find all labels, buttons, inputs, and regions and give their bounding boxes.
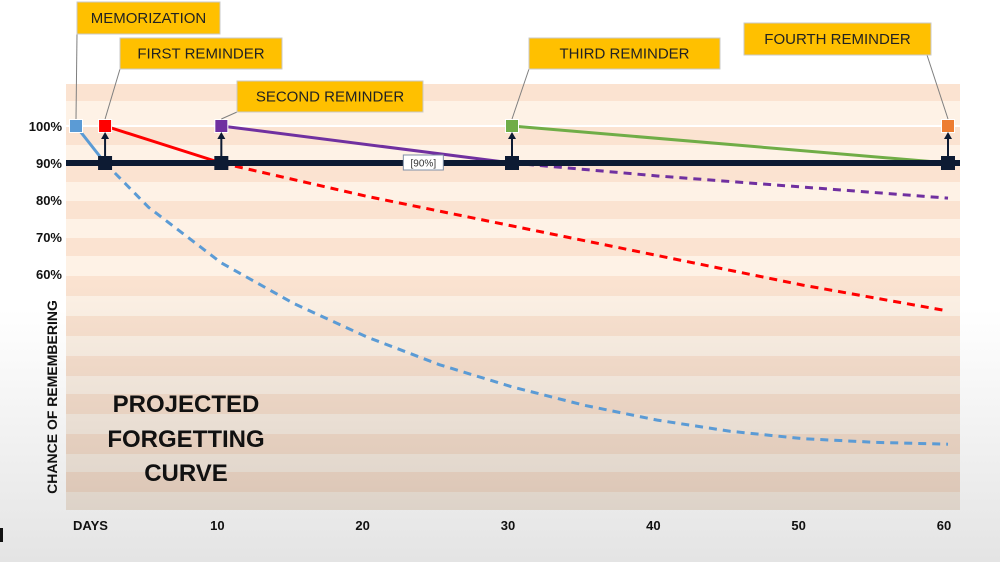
title-line-3: CURVE: [144, 460, 228, 487]
callout-box-5: [743, 22, 932, 56]
threshold-label-box: [402, 154, 444, 171]
x-tick-label: 60: [937, 518, 951, 533]
series-2-decay: [104, 124, 222, 165]
callout-box-3: [236, 80, 424, 113]
threshold-label: [90%]: [411, 159, 437, 170]
markers-layer: [69, 119, 955, 170]
x-tick-label: 30: [501, 518, 515, 533]
marker-point-4: [505, 119, 519, 133]
callout-leader-4: [511, 68, 530, 120]
callout-box-4: [528, 37, 721, 70]
title-line-1: PROJECTED: [113, 391, 260, 418]
y-tick-label: 70%: [36, 230, 62, 245]
edge-mark: [0, 528, 3, 542]
callout-leader-5: [926, 54, 949, 120]
x-axis-label: DAYS: [73, 518, 108, 533]
marker-point-2: [98, 119, 113, 133]
callout-label-1: MEMORIZATION: [91, 10, 207, 27]
marker-point-1: [69, 119, 83, 133]
series-4-decay: [511, 124, 949, 165]
reminder-arrowhead-4: [944, 132, 952, 139]
callout-label-4: THIRD REMINDER: [560, 46, 690, 63]
y-tick-label: 60%: [36, 267, 62, 282]
y-axis-label: CHANCE OF REMEMBERING: [44, 300, 60, 494]
reminder-marker-1: [98, 156, 113, 170]
reminder-marker-2: [214, 156, 229, 170]
x-tick-label: 40: [646, 518, 660, 533]
x-tick-label: 10: [210, 518, 224, 533]
marker-point-5: [941, 119, 955, 133]
series-2-projection: [220, 161, 949, 313]
axes-layer: 100% 90% 80% 70% 60% 10 20 30 40 50 60 DAYS CHANCE O…: [29, 119, 951, 533]
reminder-marker-4: [941, 156, 955, 170]
marker-point-3: [214, 119, 229, 133]
plot-bands: [66, 84, 960, 510]
callout-leader-2: [104, 68, 121, 120]
x-tick-label: 20: [355, 518, 369, 533]
callouts-layer: MEMORIZATION FIRST REMINDER SECOND REMINDE…: [75, 1, 949, 120]
callout-box-1: [76, 1, 221, 35]
reminder-marker-3: [505, 156, 519, 170]
y-tick-label: 100%: [29, 119, 63, 134]
chart-title: PROJECTED FORGETTING CURVE: [107, 391, 264, 487]
callout-label-3: SECOND REMINDER: [256, 89, 405, 106]
series-3-projection: [511, 161, 949, 200]
callout-leader-3: [221, 111, 238, 120]
y-tick-label: 90%: [36, 156, 62, 171]
y-tick-label: 80%: [36, 193, 62, 208]
reminder-arrowhead-3: [508, 132, 516, 139]
reminder-arrowhead-1: [101, 132, 110, 139]
callout-leader-1: [75, 33, 78, 120]
title-line-2: FORGETTING: [107, 426, 264, 453]
x-tick-label: 50: [791, 518, 805, 533]
callout-label-5: FOURTH REMINDER: [764, 31, 911, 48]
callout-label-2: FIRST REMINDER: [137, 46, 264, 63]
series-3-decay: [221, 124, 513, 165]
callout-box-2: [119, 37, 283, 70]
reminder-arrowhead-2: [217, 132, 226, 139]
